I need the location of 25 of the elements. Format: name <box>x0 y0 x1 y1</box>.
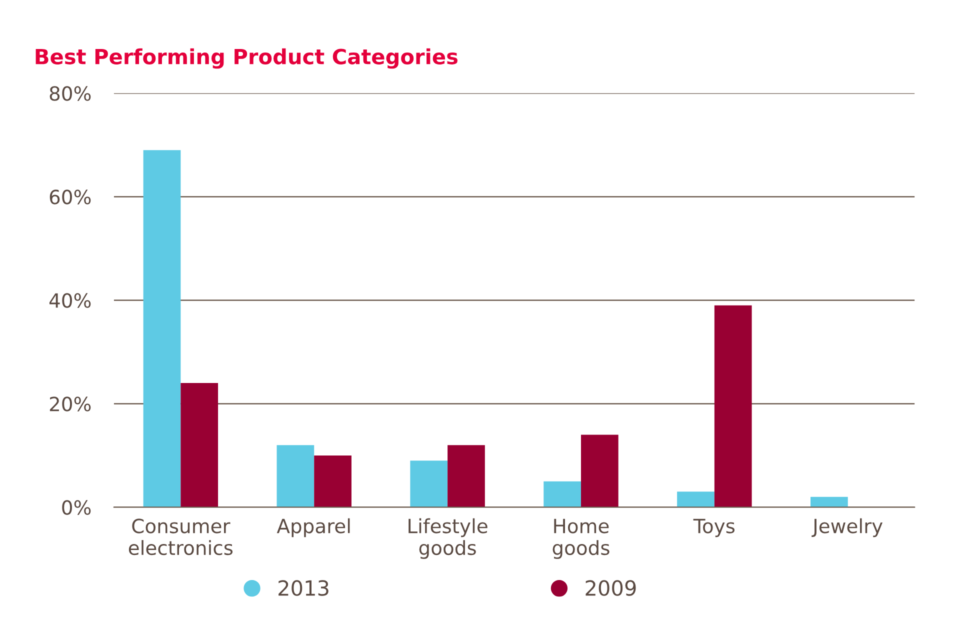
bar <box>810 496 848 508</box>
legend-label: 2009 <box>586 580 636 596</box>
x-tick-label: Jewelry <box>812 518 883 538</box>
bar <box>714 305 752 508</box>
bar <box>544 481 581 508</box>
legend-label: 2013 <box>278 580 328 596</box>
bar <box>410 460 448 508</box>
y-tick-label: 60% <box>50 190 91 204</box>
y-tick-label: 20% <box>50 396 91 412</box>
bar <box>143 150 181 508</box>
y-tick-label: 40% <box>49 293 91 308</box>
y-tick-label: 80% <box>50 86 91 101</box>
x-tick-label: Consumer electronics <box>128 518 233 556</box>
bar <box>276 445 314 508</box>
chart-title: Best Performing Product Categories <box>36 48 458 69</box>
y-tick-label: 0% <box>62 500 91 515</box>
x-tick-label: Toys <box>693 518 735 538</box>
x-tick-label: Home goods <box>552 518 610 559</box>
x-tick-label: Apparel <box>276 518 350 538</box>
bar <box>180 383 218 508</box>
bar <box>677 492 714 508</box>
bar <box>448 445 485 508</box>
x-tick-label: Lifestyle goods <box>408 518 488 559</box>
bar <box>580 434 618 508</box>
bar <box>314 455 352 508</box>
